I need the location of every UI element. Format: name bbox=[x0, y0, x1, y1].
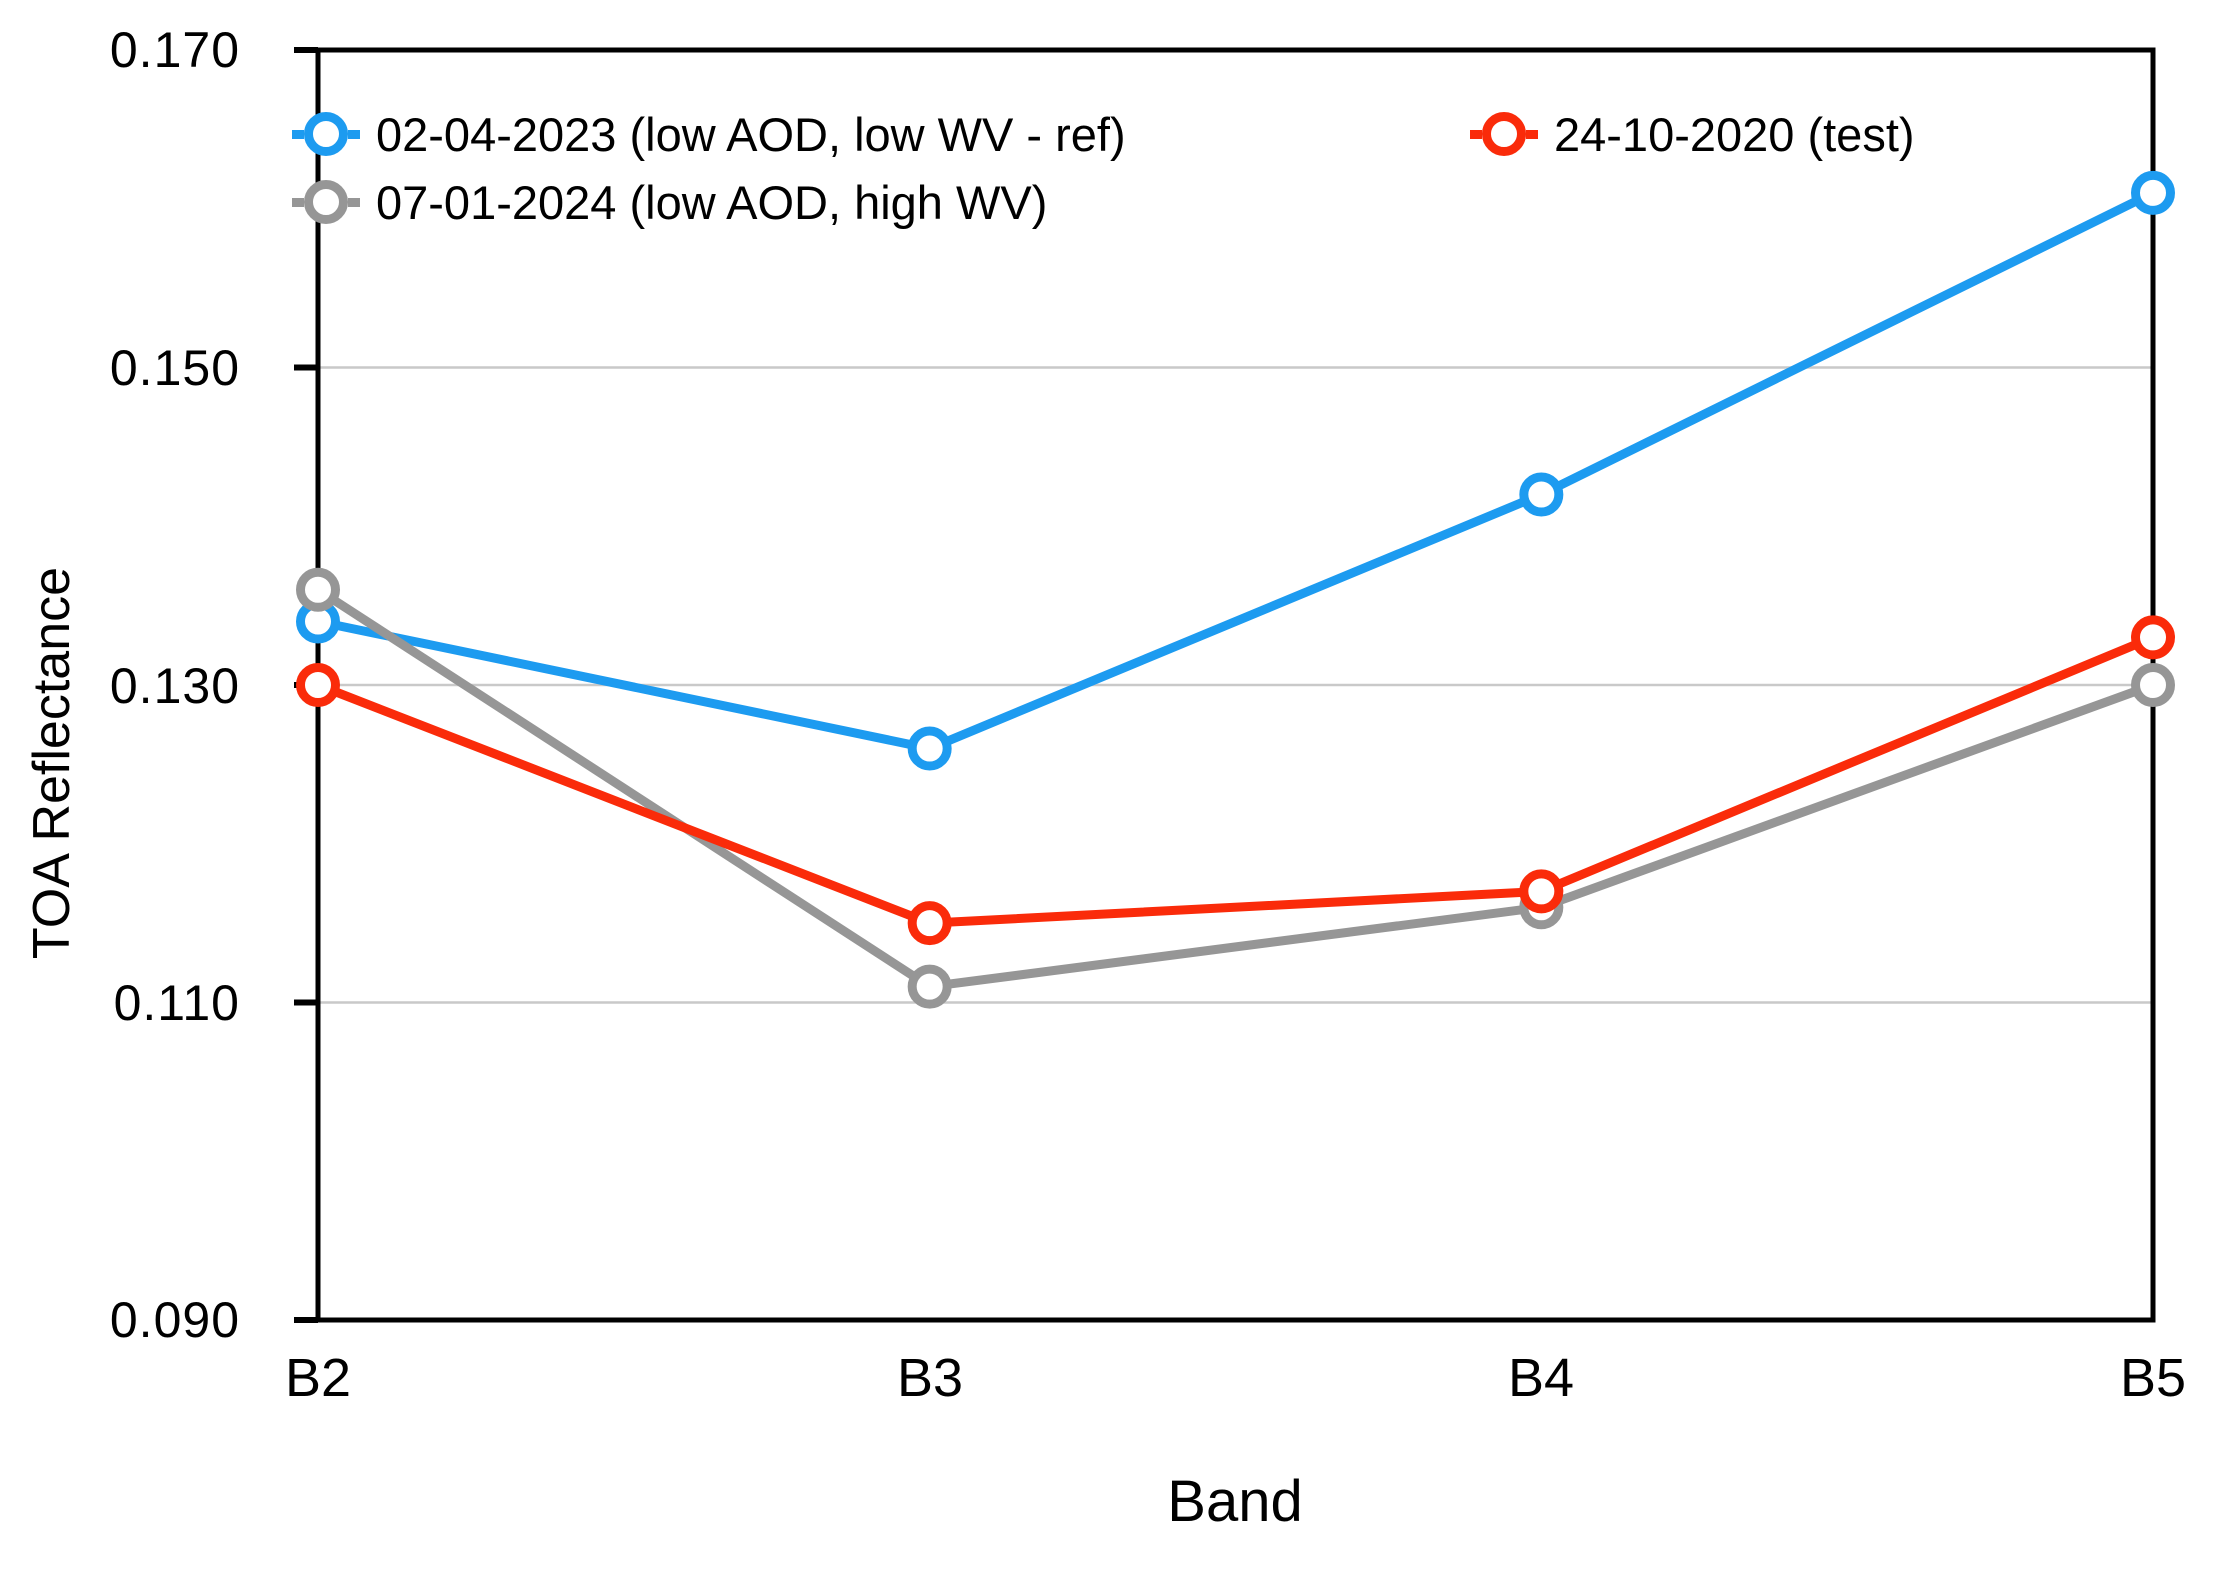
x-tick-label: B2 bbox=[284, 1348, 352, 1408]
series-line-1 bbox=[313, 585, 2158, 992]
legend-label: 02-04-2023 (low AOD, low WV - ref) bbox=[376, 107, 1126, 161]
data-point-marker bbox=[2131, 663, 2175, 707]
x-tick-label: B5 bbox=[2119, 1348, 2187, 1408]
data-point-marker bbox=[296, 567, 340, 612]
legend-label: 07-01-2024 (low AOD, high WV) bbox=[376, 175, 1048, 229]
y-tick-label: 0.090 bbox=[109, 1292, 240, 1348]
legend-column-1: 02-04-2023 (low AOD, low WV - ref) 07-01… bbox=[292, 102, 1126, 234]
data-point-marker bbox=[907, 964, 952, 1009]
data-point-marker bbox=[1519, 472, 1564, 517]
data-point-marker bbox=[1519, 869, 1564, 914]
y-axis-title: TOA Reflectance bbox=[23, 566, 81, 960]
data-point-marker bbox=[296, 663, 340, 707]
x-tick-label: B3 bbox=[896, 1348, 964, 1408]
legend-item-ref: 02-04-2023 (low AOD, low WV - ref) bbox=[292, 102, 1126, 166]
x-axis-title: Band bbox=[1167, 1469, 1303, 1534]
x-tick-label: B4 bbox=[1507, 1348, 1575, 1408]
legend-column-2: 24-10-2020 (test) bbox=[1470, 102, 1915, 166]
legend-item-high-wv: 07-01-2024 (low AOD, high WV) bbox=[292, 170, 1126, 234]
y-tick-label: 0.130 bbox=[109, 658, 240, 714]
series-line-0 bbox=[313, 188, 2158, 754]
legend-label: 24-10-2020 (test) bbox=[1554, 107, 1915, 161]
legend-marker-red-icon bbox=[1470, 112, 1538, 156]
legend-marker-blue-icon bbox=[292, 112, 360, 156]
data-point-marker bbox=[907, 726, 952, 771]
legend-item-test: 24-10-2020 (test) bbox=[1470, 102, 1915, 166]
y-tick-label: 0.110 bbox=[113, 975, 240, 1031]
data-point-marker bbox=[2131, 615, 2175, 660]
legend-marker-gray-icon bbox=[292, 180, 360, 224]
y-tick-label: 0.150 bbox=[109, 340, 240, 396]
series-line-2 bbox=[313, 632, 2158, 928]
y-tick-label: 0.170 bbox=[109, 22, 240, 78]
data-point-marker bbox=[907, 901, 952, 946]
data-point-marker bbox=[2131, 170, 2175, 215]
